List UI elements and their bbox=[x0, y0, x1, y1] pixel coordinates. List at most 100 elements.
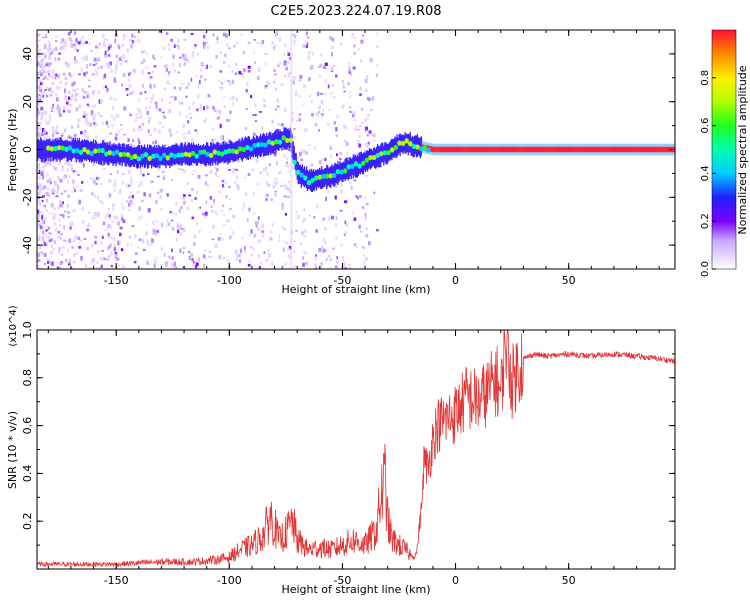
spectrogram-ridge-edge bbox=[430, 151, 433, 155]
spectrogram-noise-cell bbox=[370, 109, 373, 112]
spectrogram-noise-cell bbox=[51, 108, 54, 112]
spectrogram-ridge-cell bbox=[607, 146, 609, 153]
spectrogram-ridge-edge bbox=[673, 152, 675, 156]
spectrogram-ridge-edge bbox=[632, 143, 634, 147]
spectrogram-noise-cell bbox=[204, 249, 207, 252]
spectrogram-noise-cell bbox=[359, 195, 362, 198]
spectrogram-noise-cell bbox=[45, 118, 47, 122]
spectrogram-noise-cell bbox=[366, 143, 370, 149]
spectrogram-noise-cell bbox=[350, 185, 353, 190]
spectrogram-noise-cell bbox=[81, 57, 85, 60]
spectrogram-noise-cell bbox=[149, 100, 153, 104]
spectrogram-noise-cell bbox=[149, 83, 152, 88]
spectrogram-ridge-edge bbox=[495, 143, 497, 147]
spectrogram-ridge-edge bbox=[583, 143, 586, 147]
spectrogram-noise-cell bbox=[358, 143, 362, 148]
spectrogram-noise-cell bbox=[92, 179, 96, 184]
spectrogram-ridge-edge bbox=[424, 150, 427, 154]
spectrogram-ridge-edge bbox=[541, 152, 544, 156]
spectrogram-noise-cell bbox=[46, 161, 50, 165]
spectrogram-noise-cell bbox=[45, 243, 48, 247]
spectrogram-ridge-cell bbox=[267, 136, 269, 156]
spectrogram-ridge-cell bbox=[534, 146, 537, 153]
spectrogram-ridge-edge bbox=[513, 152, 515, 156]
spectrogram-noise-cell bbox=[321, 158, 324, 161]
spectrogram-ridge-edge bbox=[668, 152, 670, 156]
spectrogram-noise-cell bbox=[114, 179, 118, 181]
spectrogram-ridge-cell bbox=[580, 146, 582, 153]
spectrogram-noise-cell bbox=[375, 45, 379, 48]
spectrogram-noise-cell bbox=[131, 90, 135, 95]
spectrogram-noise-cell bbox=[92, 258, 95, 263]
spectrogram-ridge-cell bbox=[573, 146, 575, 153]
spectrogram-noise-cell bbox=[261, 233, 265, 238]
spectrogram-peak-blob bbox=[389, 147, 395, 153]
spectrogram-noise-cell bbox=[300, 158, 304, 161]
spectrogram-noise-cell bbox=[339, 157, 342, 161]
spectrogram-noise-cell bbox=[79, 189, 83, 192]
spectrogram-ridge-edge bbox=[424, 142, 427, 145]
spectrogram-noise-cell bbox=[288, 254, 291, 259]
spectrogram-peak-blob bbox=[111, 150, 116, 157]
spectrogram-ridge-cell bbox=[222, 141, 224, 161]
spectrogram-noise-cell bbox=[76, 88, 79, 91]
spectrogram-ridge-cell bbox=[89, 141, 92, 161]
spectrogram-noise-cell bbox=[45, 198, 49, 203]
spectrogram-ridge-cell bbox=[364, 152, 367, 173]
figure-title: C2E5.2023.224.07.19.R08 bbox=[270, 4, 441, 19]
spectrogram-ridge-cell bbox=[641, 146, 644, 153]
spectrogram-noise-cell bbox=[163, 116, 167, 119]
snr-x-label: Height of straight line (km) bbox=[281, 583, 430, 596]
spectrogram-noise-cell bbox=[197, 175, 201, 179]
spectrogram-noise-cell bbox=[52, 130, 56, 135]
spectrogram-noise-cell bbox=[158, 129, 162, 134]
spectrogram-noise-cell bbox=[67, 215, 71, 218]
spectrogram-ridge-cell bbox=[613, 146, 615, 153]
spectrogram-noise-cell bbox=[53, 248, 56, 251]
spectrogram-noise-cell bbox=[170, 263, 174, 268]
spectrogram-ridge-cell bbox=[636, 146, 638, 153]
spectrogram-noise-cell bbox=[204, 213, 207, 218]
spectrogram-ridge-edge bbox=[540, 143, 543, 147]
spectrogram-noise-cell bbox=[241, 76, 245, 78]
spectrogram-noise-cell bbox=[109, 243, 112, 248]
spectrogram-noise-cell bbox=[75, 170, 78, 174]
spectrogram-noise-cell bbox=[37, 93, 40, 98]
spectrogram-ridge-edge bbox=[524, 152, 526, 156]
spectrogram-ridge-cell bbox=[485, 146, 488, 153]
spectrogram-noise-cell bbox=[271, 261, 274, 267]
spectrogram-noise-cell bbox=[114, 63, 118, 69]
spectrogram-ridge-edge bbox=[453, 143, 455, 147]
spectrogram-noise-cell bbox=[86, 135, 89, 140]
spectrogram-noise-cell bbox=[356, 196, 360, 200]
spectrogram-peak-blob bbox=[306, 180, 312, 186]
spectrogram-noise-cell bbox=[83, 237, 87, 241]
spectrogram-ridge-cell bbox=[660, 146, 662, 153]
spectrogram-noise-cell bbox=[92, 235, 96, 238]
spectrogram-noise-cell bbox=[144, 90, 147, 94]
spectrogram-noise-cell bbox=[100, 65, 104, 69]
spectrogram-noise-cell bbox=[195, 75, 198, 77]
spectrogram-noise-cell bbox=[118, 240, 121, 245]
spectrogram-noise-cell bbox=[140, 61, 144, 64]
spectrogram-noise-cell bbox=[94, 45, 98, 49]
colorbar-tick-label: 0.6 bbox=[700, 118, 711, 134]
spectrogram-ridge-cell bbox=[491, 146, 493, 153]
spectrogram-noise-cell bbox=[341, 256, 345, 261]
spectrogram-noise-cell bbox=[81, 36, 84, 39]
spectrogram-ridge-edge bbox=[624, 152, 626, 156]
spectrogram-noise-cell bbox=[185, 132, 189, 135]
spectrogram-noise-cell bbox=[122, 173, 125, 175]
spectrogram-noise-cell bbox=[365, 75, 369, 80]
spectrogram-ridge-cell bbox=[591, 146, 594, 153]
spectrogram-noise-cell bbox=[261, 126, 264, 131]
spectrogram-ridge-edge bbox=[665, 143, 667, 147]
spectrogram-noise-cell bbox=[303, 84, 306, 89]
spectrogram-ridge-edge bbox=[484, 152, 487, 156]
spectrogram-ridge-edge bbox=[548, 143, 550, 147]
spectrogram-ridge-cell bbox=[479, 146, 482, 153]
spectrogram-noise-cell bbox=[220, 209, 223, 212]
spectrogram-noise-cell bbox=[343, 90, 346, 93]
spectrogram-noise-cell bbox=[111, 203, 115, 208]
